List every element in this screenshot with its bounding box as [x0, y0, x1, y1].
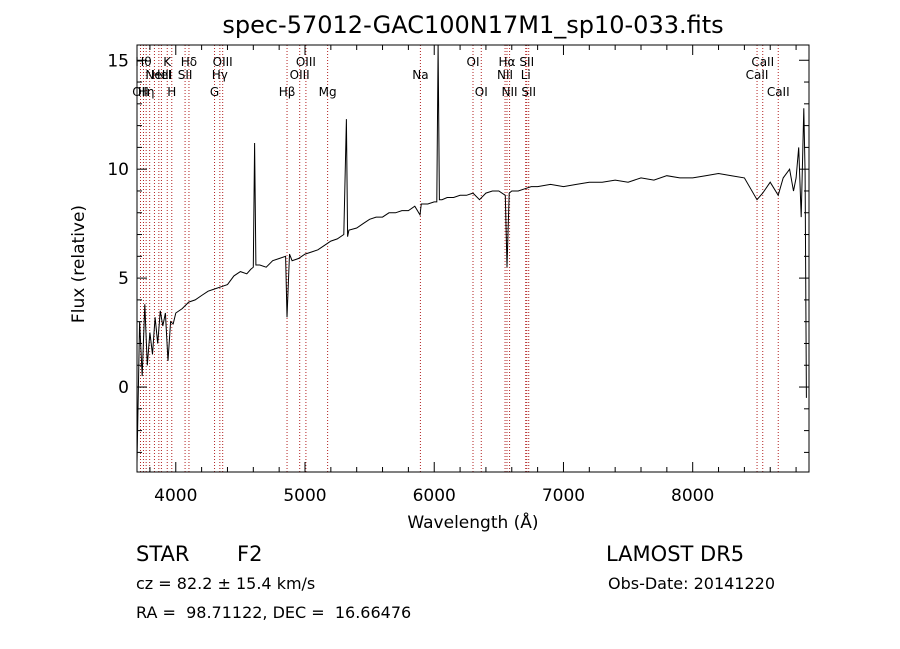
- y-tick-label: 15: [107, 51, 129, 71]
- line-marker-label: Mg: [319, 85, 337, 99]
- line-marker-label: NII: [497, 68, 513, 82]
- y-tick-label: 5: [118, 269, 129, 289]
- object-class: STAR: [136, 542, 190, 566]
- line-marker-label: G: [210, 85, 219, 99]
- redshift-cz: cz = 82.2 ± 15.4 km/s: [136, 574, 316, 593]
- line-marker-label: Hγ: [212, 68, 228, 82]
- x-axis-label: Wavelength (Å): [407, 511, 538, 533]
- line-marker-label: Hα: [499, 55, 516, 69]
- line-marker-label: CaII: [767, 85, 790, 99]
- y-tick-label: 0: [118, 378, 129, 398]
- object-subclass: F2: [237, 542, 263, 566]
- line-markers: [139, 45, 779, 472]
- line-marker-label: Hδ: [181, 55, 197, 69]
- line-marker-label: SII: [521, 85, 536, 99]
- line-marker-label: CaII: [751, 55, 774, 69]
- y-tick-label: 10: [107, 160, 129, 180]
- line-marker-label: SII: [519, 55, 534, 69]
- x-tick-label: 8000: [671, 486, 714, 506]
- y-axis-label: Flux (relative): [69, 205, 89, 323]
- line-marker-label: Na: [412, 68, 428, 82]
- line-marker-labels: OIIHθHηNeIIIHeIKHSIIHδGHγOIIIHβOIIIOIIIM…: [132, 55, 789, 99]
- line-marker-label: Hβ: [279, 85, 296, 99]
- plot-frame: [136, 44, 810, 473]
- obs-date: Obs-Date: 20141220: [608, 574, 776, 593]
- line-marker-label: H: [167, 85, 176, 99]
- line-marker-label: NII: [502, 85, 518, 99]
- x-tick-label: 4000: [154, 486, 197, 506]
- line-marker-label: HeI: [151, 68, 171, 82]
- chart-title: spec-57012-GAC100N17M1_sp10-033.fits: [222, 11, 723, 39]
- line-marker-label: CaII: [746, 68, 769, 82]
- line-marker-label: SII: [178, 68, 193, 82]
- line-marker-label: OI: [475, 85, 488, 99]
- coordinates: RA = 98.71122, DEC = 16.66476: [136, 603, 412, 622]
- line-marker-label: OI: [467, 55, 480, 69]
- line-marker-label: Li: [521, 68, 531, 82]
- line-marker-label: Hη: [138, 85, 155, 99]
- line-marker-label: OII: [132, 85, 149, 99]
- line-marker-label: NeIII: [145, 68, 172, 82]
- survey-name: LAMOST DR5: [606, 542, 745, 566]
- spectrum-line: [136, 44, 807, 464]
- line-marker-label: Hθ: [135, 55, 151, 69]
- x-tick-label: 5000: [283, 486, 326, 506]
- x-axis-ticks: 4000 5000 6000 7000 8000: [149, 45, 797, 506]
- x-tick-label: 7000: [542, 486, 585, 506]
- line-marker-label: OIII: [213, 55, 233, 69]
- y-axis-ticks: 0 5 10 15: [107, 51, 809, 453]
- line-marker-label: OIII: [290, 68, 310, 82]
- line-marker-label: K: [163, 55, 172, 69]
- line-marker-label: OIII: [296, 55, 316, 69]
- x-tick-label: 6000: [413, 486, 456, 506]
